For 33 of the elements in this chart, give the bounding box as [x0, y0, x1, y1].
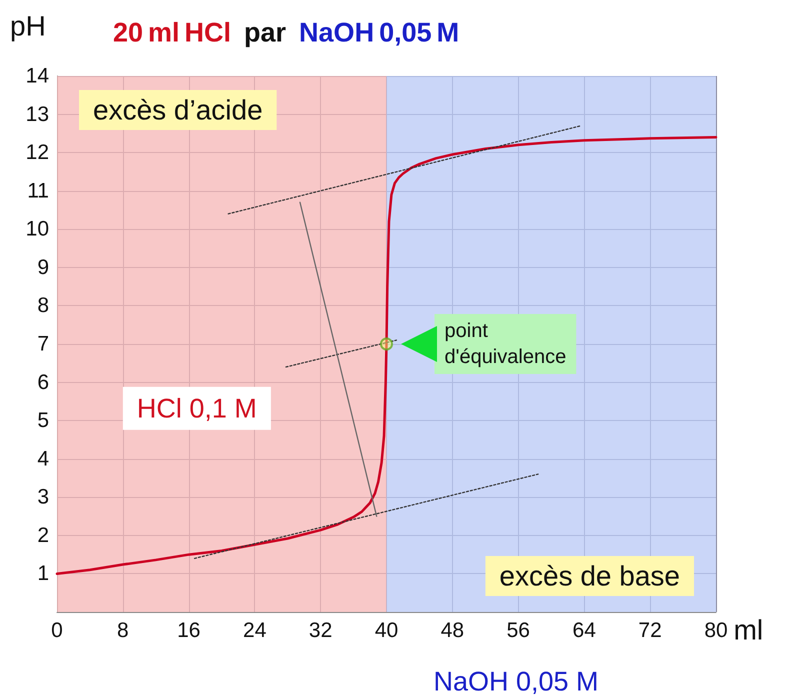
y-tick-label: 13: [26, 102, 49, 126]
band-label: excès d’acide: [93, 94, 263, 126]
y-tick-label: 1: [37, 562, 49, 586]
band-label: excès de base: [499, 560, 680, 592]
text: NaOH 0,05 M: [433, 666, 599, 697]
y-tick-label: 5: [37, 409, 49, 432]
y-tick-label: 3: [37, 486, 49, 509]
x-tick-label: 80: [704, 619, 728, 642]
x-tick-label: 32: [308, 619, 332, 642]
y-tick-label: 12: [26, 141, 49, 164]
y-tick-label: 4: [37, 447, 50, 470]
y-axis-title: pH: [10, 10, 46, 42]
x-tick-label: 56: [506, 619, 530, 642]
x-tick-label: 24: [243, 619, 267, 642]
annotation: point d'équivalence: [444, 320, 566, 368]
x-tick-label: 64: [572, 619, 596, 642]
y-tick-label: 7: [37, 332, 49, 356]
y-tick-label: 14: [26, 64, 50, 88]
x-tick-label: 48: [440, 619, 464, 642]
x-tick-label: 16: [177, 619, 200, 642]
y-tick-label: 10: [26, 218, 49, 241]
x-tick-label: 40: [374, 619, 398, 642]
y-tick-label: 6: [37, 370, 49, 394]
y-tick-label: 9: [37, 256, 49, 279]
x-tick-label: 72: [638, 619, 662, 642]
y-tick-label: 11: [27, 179, 49, 202]
chart-title: 20 ml HCl par NaOH 0,05 M: [113, 18, 460, 48]
x-axis-title: ml: [734, 614, 764, 646]
x-tick-label: 0: [51, 619, 63, 642]
y-tick-label: 2: [37, 524, 49, 547]
x-tick-label: 8: [117, 619, 129, 642]
annotation: HCl 0,1 M: [136, 393, 257, 424]
y-tick-label: 8: [37, 294, 49, 318]
